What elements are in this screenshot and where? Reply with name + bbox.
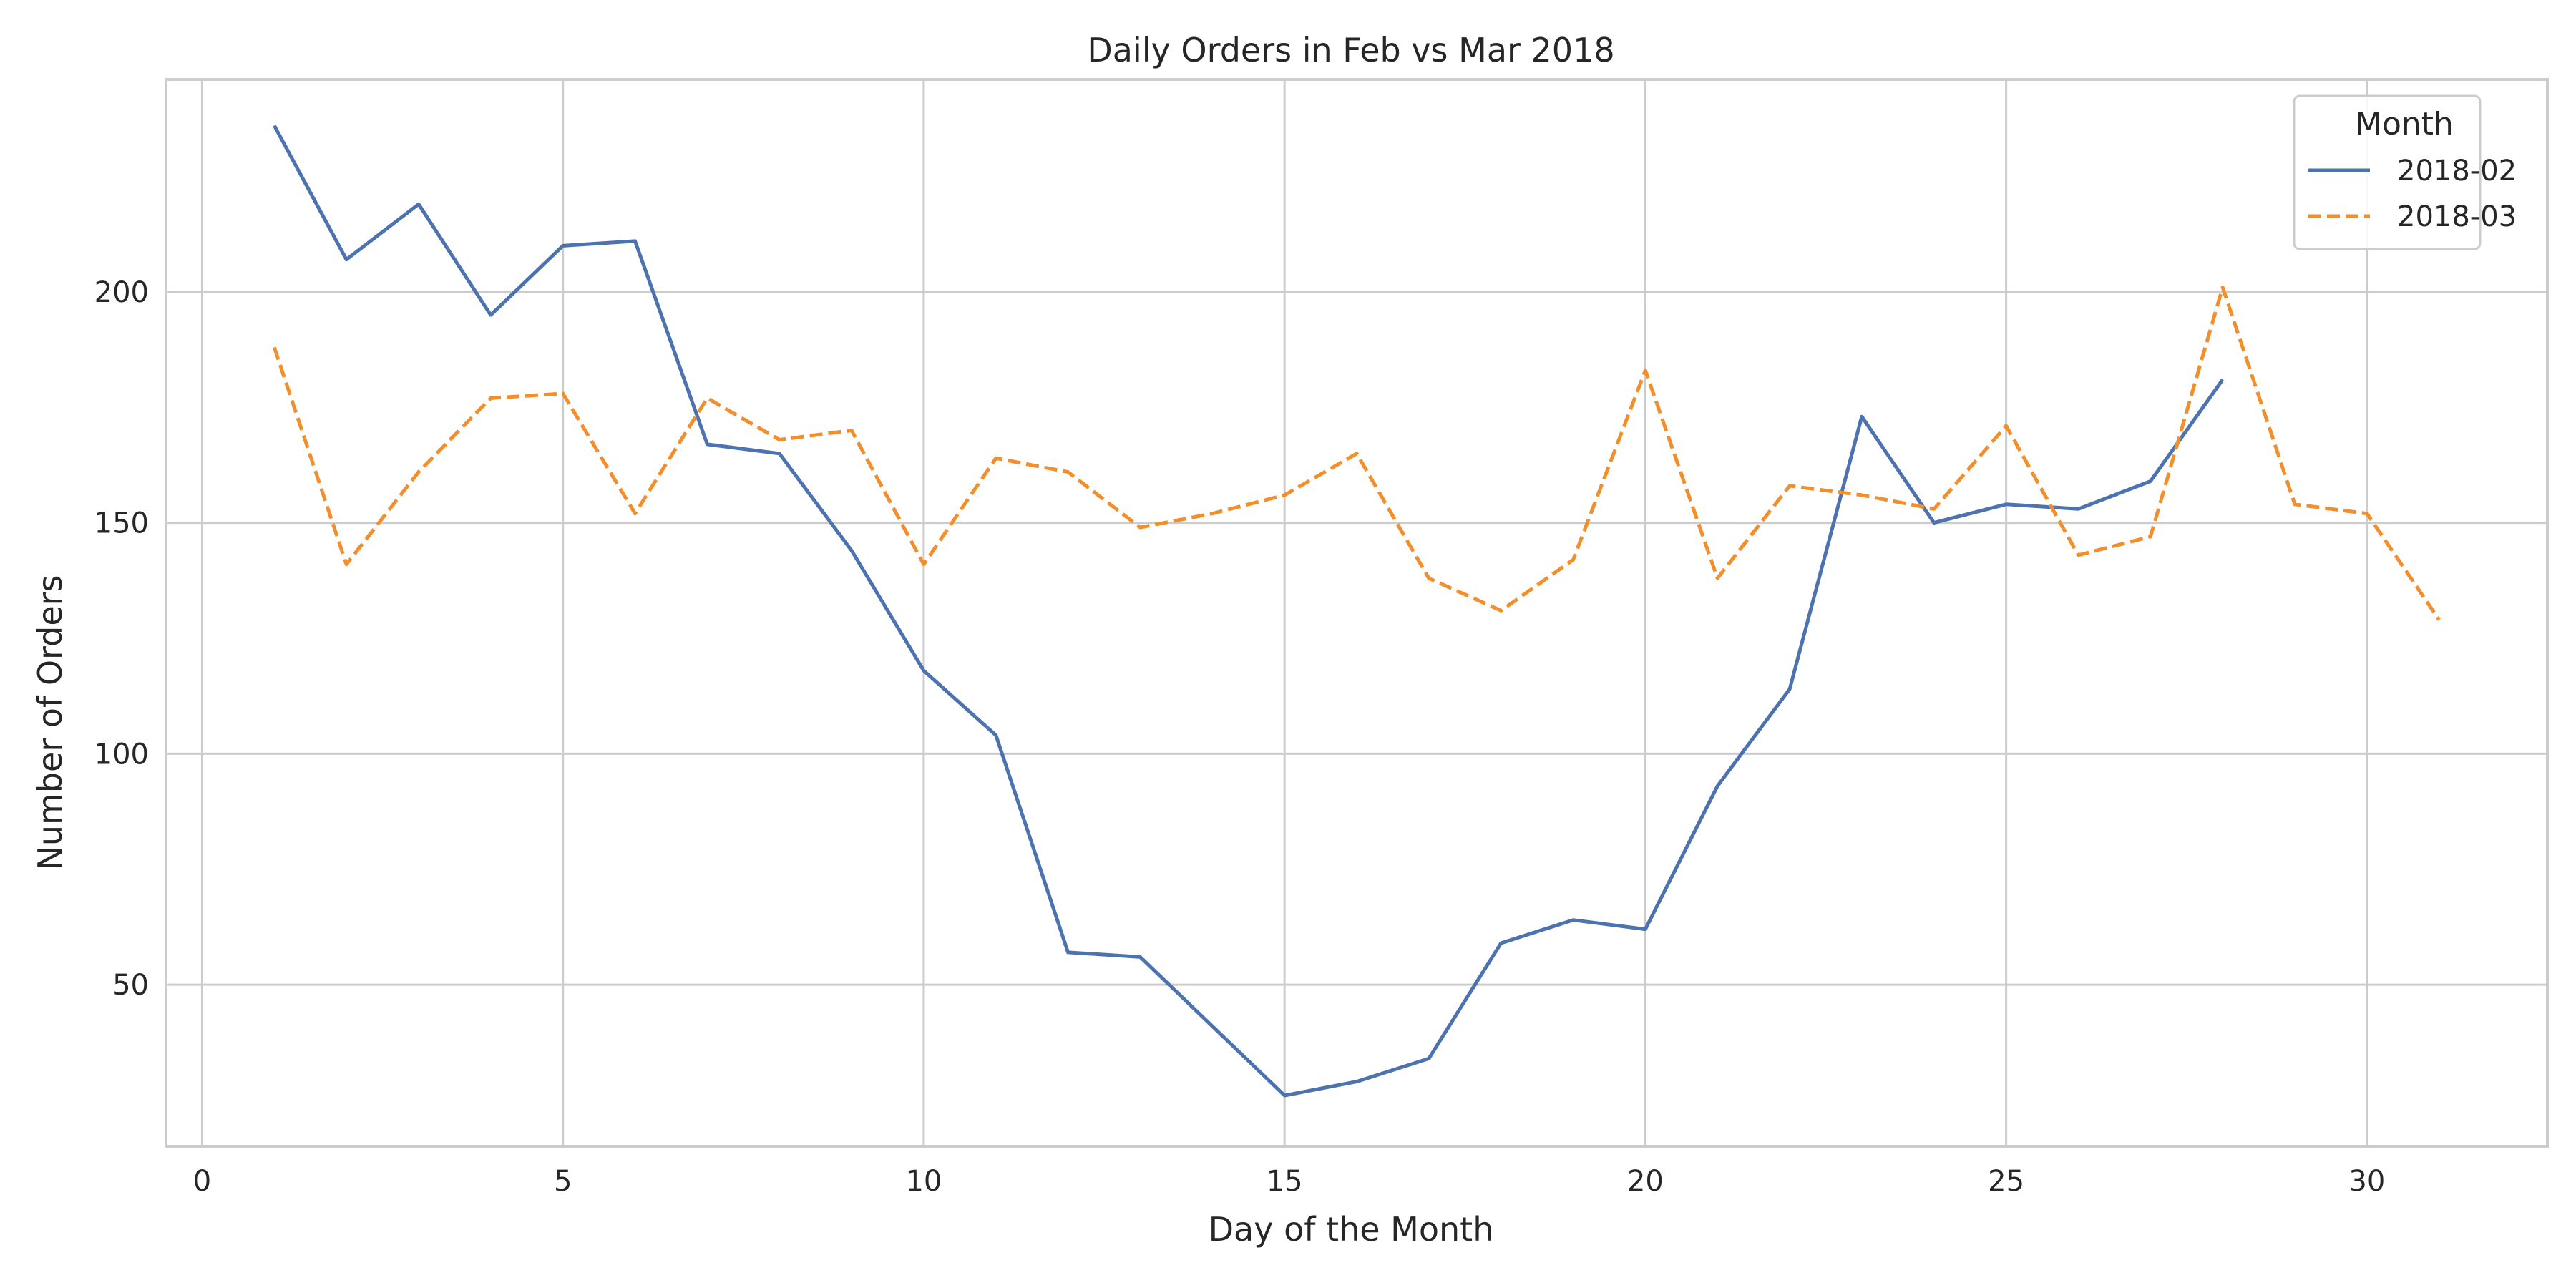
y-tick-label: 200	[94, 276, 149, 309]
series-line-2018-02	[273, 125, 2225, 1098]
x-tick-label: 5	[554, 1165, 572, 1198]
y-tick-label: 100	[94, 738, 149, 771]
y-tick-label: 50	[112, 969, 149, 1002]
grid-lines	[166, 79, 2547, 1146]
x-tick-label: 15	[1267, 1165, 1303, 1198]
plot-frame	[165, 78, 2549, 1148]
x-tick-label: 30	[2348, 1165, 2385, 1198]
x-tick-label: 25	[1988, 1165, 2024, 1198]
legend-label-2018-03: 2018-03	[2397, 200, 2517, 233]
tick-labels: 0 5 10 15 20 25 30 50 100 150 200	[94, 276, 2386, 1198]
x-tick-label: 0	[193, 1165, 211, 1198]
legend-title: Month	[2355, 106, 2454, 142]
y-tick-label: 150	[94, 507, 149, 540]
series-line-2018-03	[272, 286, 2441, 621]
legend-label-2018-02: 2018-02	[2397, 155, 2517, 187]
series-lines	[272, 125, 2441, 1098]
legend: Month 2018-02 2018-03	[2293, 94, 2517, 250]
x-tick-label: 10	[905, 1165, 942, 1198]
chart-title: Daily Orders in Feb vs Mar 2018	[1087, 31, 1614, 69]
x-axis-title: Day of the Month	[1209, 1210, 1494, 1249]
x-tick-label: 20	[1627, 1165, 1664, 1198]
y-axis-title: Number of Orders	[31, 575, 69, 870]
legend-box	[2293, 94, 2482, 250]
